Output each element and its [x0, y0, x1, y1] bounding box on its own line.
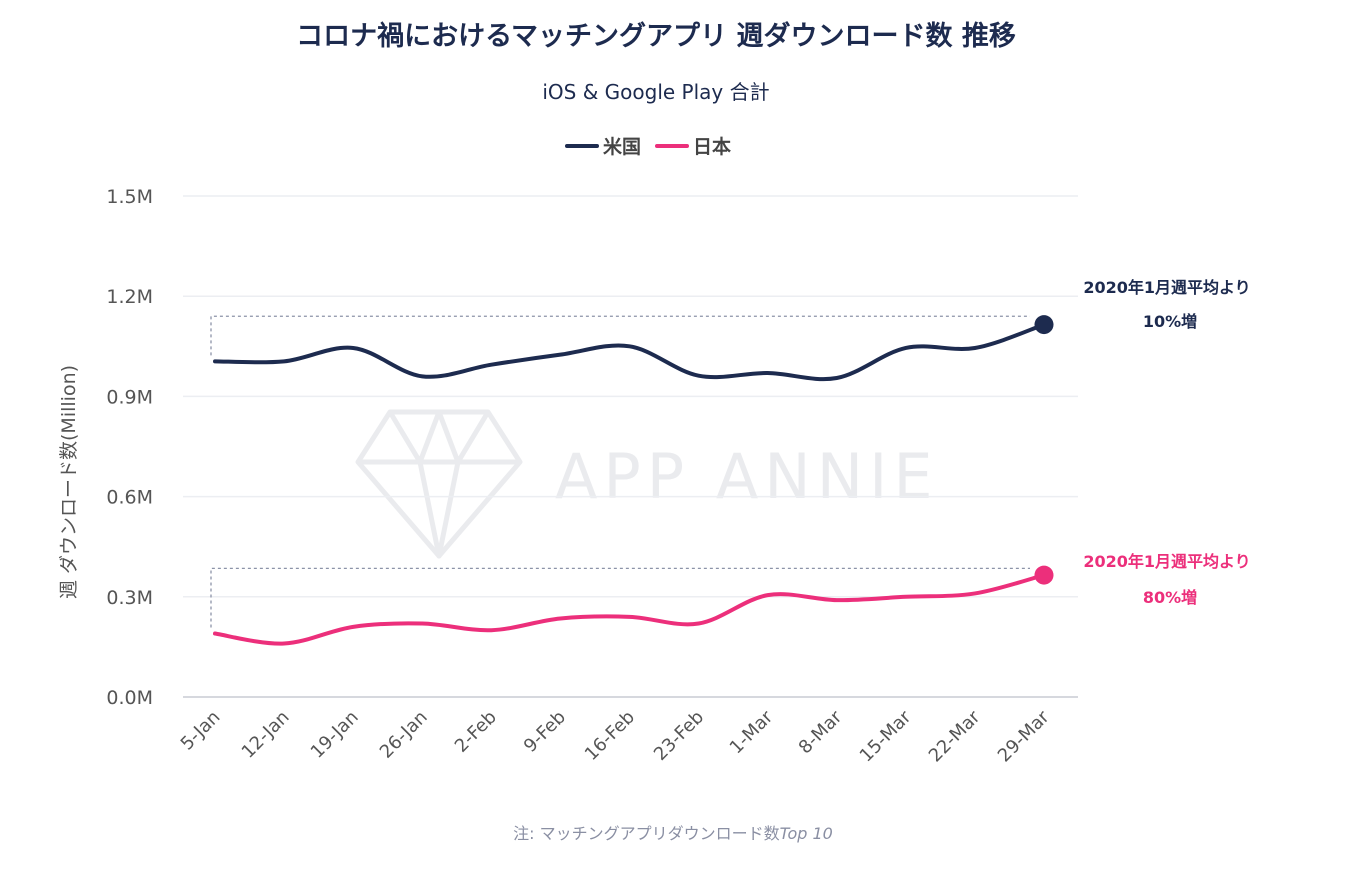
legend-item-japan: 日本	[655, 132, 731, 159]
legend: 米国 日本	[565, 132, 731, 159]
legend-label-japan: 日本	[693, 136, 732, 158]
annotation-us-line1: 2020年1月週平均より	[1083, 278, 1250, 297]
x-tick-label: 15-Mar	[856, 706, 916, 766]
end-point-japan	[1034, 565, 1054, 585]
diamond-logo-icon	[355, 409, 523, 559]
annotation-japan-line2: 80%増	[1143, 588, 1197, 607]
reference-lines	[210, 315, 1030, 628]
x-tick-label: 8-Mar	[795, 706, 847, 758]
y-tick-label: 1.2M	[106, 286, 153, 308]
x-tick-label: 22-Mar	[925, 706, 985, 766]
end-point-us	[1034, 315, 1054, 335]
watermark-text: APP ANNIE	[555, 440, 939, 513]
legend-swatch-japan	[655, 143, 690, 148]
footnote-suffix: Top 10	[779, 824, 833, 843]
watermark: APP ANNIE	[355, 409, 939, 559]
series	[213, 315, 1054, 646]
footnote-prefix: 注:	[513, 824, 540, 843]
x-tick-label: 2-Feb	[451, 707, 501, 757]
legend-swatch-us	[565, 143, 599, 148]
x-tick-label: 29-Mar	[994, 706, 1054, 766]
chart-title: コロナ禍におけるマッチングアプリ 週ダウンロード数 推移	[296, 21, 1016, 52]
legend-item-us: 米国	[565, 132, 641, 159]
footnote: 注: マッチングアプリダウンロード数Top 10	[0, 820, 1346, 844]
reference-line-japan	[210, 567, 1030, 628]
legend-label-us: 米国	[603, 136, 642, 158]
y-axis: 0.0M 0.3M 0.6M 0.9M 1.2M 1.5M	[106, 186, 153, 709]
x-axis: 5-Jan 12-Jan 19-Jan 26-Jan 2-Feb 9-Feb 16-Feb 2…	[177, 706, 1054, 766]
y-axis-title: 週 ダウンロード数(Million)	[58, 365, 80, 599]
x-tick-label: 26-Jan	[376, 707, 432, 763]
y-tick-label: 0.6M	[106, 487, 153, 509]
chart-subtitle: iOS & Google Play 合計	[542, 80, 770, 104]
series-line-japan	[213, 573, 1046, 646]
x-tick-label: 23-Feb	[650, 707, 708, 765]
y-tick-label: 1.5M	[106, 186, 153, 208]
x-tick-label: 5-Jan	[177, 707, 225, 755]
annotations: 2020年1月週平均より 10%増 2020年1月週平均より 80%増	[1083, 278, 1250, 607]
footnote-text: マッチングアプリダウンロード数	[539, 824, 780, 843]
annotation-us-line2: 10%増	[1143, 312, 1197, 331]
series-line-us	[213, 322, 1046, 382]
y-tick-label: 0.0M	[106, 687, 153, 709]
y-tick-label: 0.9M	[106, 386, 153, 408]
y-tick-label: 0.3M	[106, 587, 153, 609]
x-tick-label: 12-Jan	[238, 707, 294, 763]
annotation-japan-line1: 2020年1月週平均より	[1083, 552, 1250, 571]
x-tick-label: 16-Feb	[581, 707, 639, 765]
x-tick-label: 19-Jan	[307, 707, 363, 763]
x-tick-label: 1-Mar	[726, 706, 778, 758]
reference-line-us	[210, 315, 1030, 356]
x-tick-label: 9-Feb	[520, 707, 570, 757]
